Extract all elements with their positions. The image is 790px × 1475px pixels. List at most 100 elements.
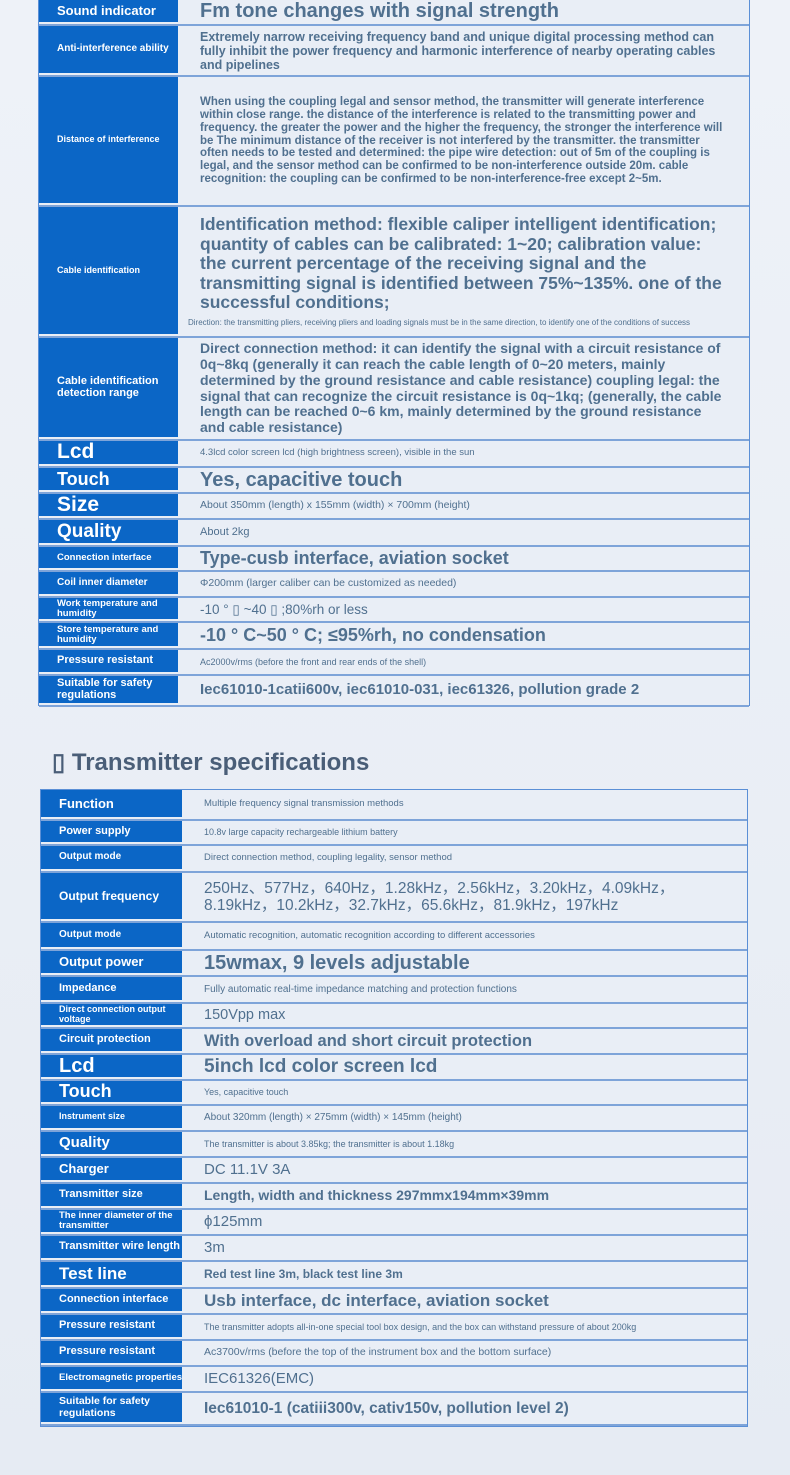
spec-value: Fully automatic real-time impedance matc…	[204, 983, 517, 995]
spec-row: Power supply 10.8v large capacity recharg…	[41, 821, 747, 846]
spec-row: Output frequency 250Hz、577Hz，640Hz，1.28kH…	[41, 873, 747, 923]
spec-label: Store temperature and humidity	[39, 623, 178, 648]
spec-label: Function	[41, 790, 182, 819]
spec-value: Red test line 3m, black test line 3m	[204, 1266, 403, 1281]
spec-value: Identification method: flexible caliper …	[178, 207, 749, 336]
spec-label: Output mode	[41, 923, 182, 949]
spec-row: The inner diameter of the transmitter ϕ12…	[41, 1210, 747, 1236]
spec-value: Usb interface, dc interface, aviation so…	[204, 1291, 549, 1311]
spec-row: Instrument size About 320mm (length) × 27…	[41, 1106, 747, 1132]
spec-value: 10.8v large capacity rechargeable lithiu…	[204, 827, 398, 838]
spec-label: Impedance	[41, 977, 182, 1002]
spec-row: Pressure resistant The transmitter adopts…	[41, 1315, 747, 1341]
spec-label: Pressure resistant	[41, 1315, 182, 1339]
spec-row: Cable identification Identification metho…	[39, 207, 749, 338]
spec-value: Type-cusb interface, aviation socket	[200, 548, 509, 569]
spec-row: Impedance Fully automatic real-time imped…	[41, 977, 747, 1004]
transmitter-spec-table: Function Multiple frequency signal transm…	[40, 789, 748, 1427]
spec-value: 4.3lcd color screen lcd (high brightness…	[200, 447, 475, 459]
spec-row: Touch Yes, capacitive touch	[39, 468, 749, 494]
spec-label: Instrument size	[41, 1106, 182, 1130]
spec-label: Pressure resistant	[41, 1341, 182, 1365]
spec-label: Touch	[41, 1081, 182, 1104]
spec-row: Coil inner diameter Φ200mm (larger calibe…	[39, 572, 749, 598]
spec-label: Lcd	[39, 441, 178, 466]
spec-label: Touch	[39, 468, 178, 492]
spec-value: 5inch lcd color screen lcd	[204, 1056, 438, 1078]
spec-label: Coil inner diameter	[39, 572, 178, 596]
spec-value: IEC61326(EMC)	[204, 1369, 315, 1387]
spec-row: Direct connection output voltage 150Vpp m…	[41, 1004, 747, 1029]
spec-row: Lcd 4.3lcd color screen lcd (high brightn…	[39, 441, 749, 468]
spec-value: -10 ° ▯ ~40 ▯ ;80%rh or less	[200, 601, 368, 617]
spec-row: Work temperature and humidity -10 ° ▯ ~40…	[39, 598, 749, 623]
spec-label: Transmitter wire length	[41, 1236, 182, 1260]
spec-value-text: Identification method: flexible caliper …	[200, 214, 722, 313]
spec-row: Cable identification detection range Dire…	[39, 338, 749, 441]
spec-value: Length, width and thickness 297mmx194mm×…	[204, 1187, 550, 1204]
spec-value: About 350mm (length) x 155mm (width) × 7…	[200, 499, 470, 512]
spec-label: Pressure resistant	[39, 650, 178, 674]
spec-label: The inner diameter of the transmitter	[41, 1210, 182, 1234]
spec-value: The transmitter is about 3.85kg; the tra…	[204, 1138, 455, 1149]
spec-value: ϕ125mm	[204, 1212, 263, 1230]
spec-label: Electromagnetic properties	[41, 1367, 182, 1391]
receiver-spec-table: Sound indicator Fm tone changes with sign…	[38, 0, 750, 707]
spec-row: Output power 15wmax, 9 levels adjustable	[41, 951, 747, 977]
spec-row: Store temperature and humidity -10 ° C~50…	[39, 623, 749, 650]
spec-label: Sound indicator	[39, 0, 178, 24]
spec-label: Anti-interference ability	[39, 26, 178, 75]
spec-label: Output power	[41, 951, 182, 975]
spec-row: Circuit protection With overload and shor…	[41, 1029, 747, 1055]
spec-note: Direction: the transmitting pliers, rece…	[188, 318, 691, 327]
spec-value: DC 11.1V 3A	[204, 1160, 291, 1178]
spec-value: About 320mm (length) × 275mm (width) × 1…	[204, 1112, 462, 1124]
spec-row: Suitable for safety regulations Iec61010-…	[41, 1393, 747, 1426]
spec-row: Function Multiple frequency signal transm…	[41, 790, 747, 821]
spec-row: Pressure resistant Ac2000v/rms (before th…	[39, 650, 749, 676]
spec-row: Distance of interference When using the c…	[39, 77, 749, 207]
spec-label: Transmitter size	[41, 1184, 182, 1208]
section-heading: ▯ Transmitter specifications	[52, 749, 370, 776]
spec-value: Direct connection method, coupling legal…	[204, 852, 453, 864]
spec-value: Ac3700v/rms (before the top of the instr…	[204, 1346, 552, 1359]
spec-value: Iec61010-1 (catiii300v, cativ150v, pollu…	[204, 1399, 569, 1417]
spec-value: When using the coupling legal and sensor…	[200, 95, 723, 186]
spec-value: About 2kg	[200, 526, 250, 539]
spec-value: The transmitter adopts all-in-one specia…	[204, 1321, 637, 1332]
spec-label: Suitable for safety regulations	[39, 676, 178, 705]
spec-value: 250Hz、577Hz，640Hz，1.28kHz，2.56kHz，3.20kH…	[204, 879, 675, 914]
spec-row: Charger DC 11.1V 3A	[41, 1158, 747, 1184]
spec-value: 15wmax, 9 levels adjustable	[204, 951, 470, 974]
spec-row: Lcd 5inch lcd color screen lcd	[41, 1055, 747, 1081]
spec-row: Suitable for safety regulations Iec61010-…	[39, 676, 749, 707]
spec-value: 3m	[204, 1238, 225, 1256]
spec-row: Transmitter size Length, width and thickn…	[41, 1184, 747, 1210]
spec-row: Size About 350mm (length) x 155mm (width)…	[39, 493, 749, 520]
spec-row: Test line Red test line 3m, black test li…	[41, 1262, 747, 1289]
spec-row: Output mode Automatic recognition, automa…	[41, 923, 747, 951]
spec-row: Electromagnetic properties IEC61326(EMC)	[41, 1367, 747, 1393]
spec-value: Automatic recognition, automatic recogni…	[204, 929, 535, 941]
spec-label: Quality	[41, 1132, 182, 1156]
spec-value: Yes, capacitive touch	[204, 1087, 289, 1098]
spec-row: Output mode Direct connection method, cou…	[41, 846, 747, 873]
spec-label: Quality	[39, 520, 178, 545]
spec-label: Output mode	[41, 846, 182, 871]
spec-label: Connection interface	[39, 547, 178, 570]
spec-row: Quality About 2kg	[39, 520, 749, 547]
spec-label: Direct connection output voltage	[41, 1004, 182, 1027]
spec-label: Charger	[41, 1158, 182, 1182]
spec-row: Connection interface Usb interface, dc in…	[41, 1289, 747, 1315]
spec-value: Yes, capacitive touch	[200, 468, 403, 491]
spec-label: Connection interface	[41, 1289, 182, 1313]
spec-row: Anti-interference ability Extremely narro…	[39, 26, 749, 77]
spec-label: Size	[39, 493, 178, 518]
spec-row: Sound indicator Fm tone changes with sign…	[39, 0, 749, 26]
spec-row: Pressure resistant Ac3700v/rms (before th…	[41, 1341, 747, 1367]
spec-label: Cable identification detection range	[39, 338, 178, 439]
spec-row: Quality The transmitter is about 3.85kg; …	[41, 1132, 747, 1158]
spec-label: Suitable for safety regulations	[41, 1393, 182, 1424]
spec-label: Power supply	[41, 821, 182, 844]
spec-value: Direct connection method: it can identif…	[200, 340, 722, 435]
